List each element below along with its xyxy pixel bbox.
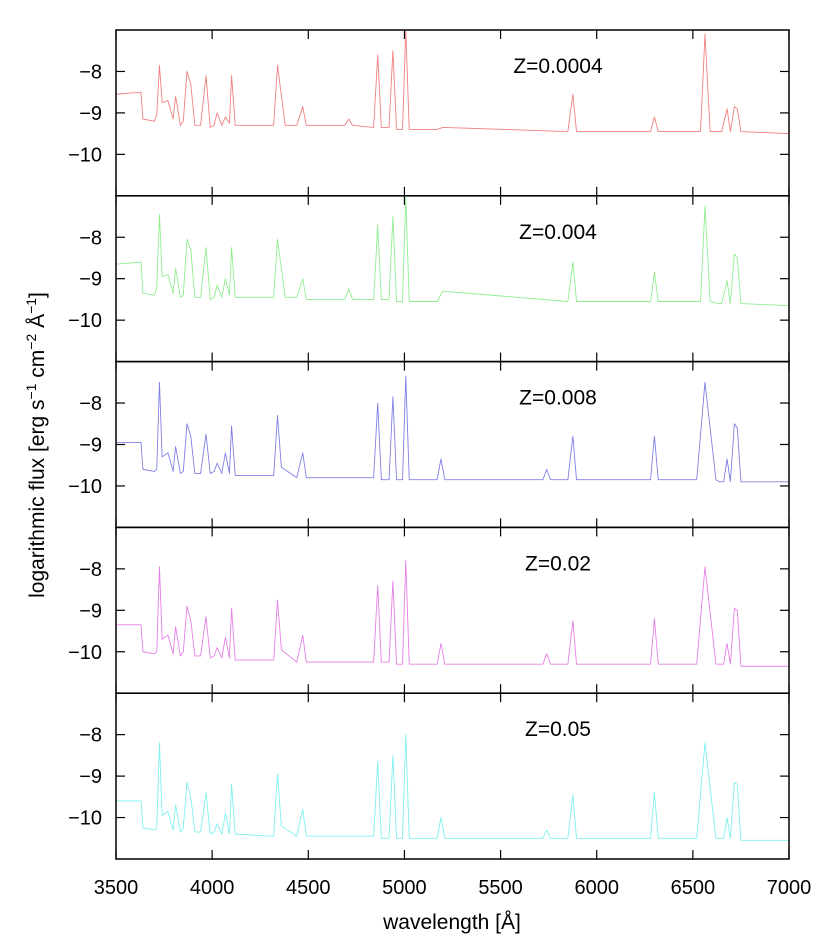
y-tick-label-4-2: −10: [68, 808, 102, 830]
y-tick-label-2-2: −10: [68, 476, 102, 498]
panel-label-3: Z=0.02: [525, 552, 591, 575]
y-tick-label-1-2: −10: [68, 310, 102, 332]
y-tick-label-2-0: −8: [79, 393, 102, 415]
panel-frame-4: [115, 692, 790, 860]
y-tick-label-3-0: −8: [79, 559, 102, 581]
x-tick-label-3: 5000: [382, 877, 427, 899]
y-tick-label-0-1: −9: [79, 103, 102, 125]
panel-3: −8 −9 −10 Z=0.02: [68, 526, 790, 694]
panels-group: −8 −9 −10 Z=0.0004 −8 −9 −10 Z=0.004 −8 −9 −10 Z=0.…: [68, 29, 790, 860]
y-tick-label-4-0: −8: [79, 725, 102, 747]
panel-0: −8 −9 −10 Z=0.0004: [68, 29, 790, 197]
x-tick-label-6: 6500: [671, 877, 716, 899]
panel-2: −8 −9 −10 Z=0.008: [68, 360, 790, 529]
y-tick-label-3-2: −10: [68, 642, 102, 664]
x-axis: 3500 4000 4500 5000 5500 6000 6500 7000: [94, 877, 812, 899]
x-tick-label-0: 3500: [94, 877, 139, 899]
panel-label-2: Z=0.008: [519, 387, 597, 410]
y-tick-label-2-1: −9: [79, 435, 102, 457]
x-axis-title: wavelength [Å]: [382, 911, 521, 934]
panel-frame-2: [115, 360, 790, 529]
spectrum-line-0: [116, 30, 789, 135]
spectrum-line-4: [116, 734, 789, 841]
spectrum-line-1: [116, 197, 789, 307]
y-tick-label-1-1: −9: [79, 269, 102, 291]
panel-frame-1: [115, 195, 790, 363]
panel-label-4: Z=0.05: [525, 718, 591, 741]
panel-label-0: Z=0.0004: [513, 55, 603, 78]
x-tick-label-5: 6000: [574, 877, 619, 899]
x-tick-label-4: 5500: [478, 877, 523, 899]
panel-1: −8 −9 −10 Z=0.004: [68, 195, 790, 363]
y-axis-title-part-5: −1: [23, 298, 39, 314]
y-tick-label-0-0: −8: [79, 61, 102, 83]
spectrum-line-3: [116, 560, 789, 667]
y-axis-title-part-3: −2: [23, 334, 39, 350]
x-tick-label-2: 4500: [286, 877, 331, 899]
y-axis-title-part-4: Å: [26, 314, 49, 334]
panel-4: −8 −9 −10 Z=0.05: [68, 692, 790, 860]
x-tick-label-7: 7000: [767, 877, 812, 899]
y-tick-label-0-2: −10: [68, 144, 102, 166]
y-axis-title-part-1: −1: [23, 383, 39, 399]
y-tick-label-1-0: −8: [79, 227, 102, 249]
y-axis-title: logarithmic flux [erg s−1 cm−2 Å−1]: [23, 292, 49, 598]
y-tick-label-3-1: −9: [79, 600, 102, 622]
y-axis-title-part-2: cm: [26, 350, 49, 384]
x-tick-label-1: 4000: [190, 877, 235, 899]
spectrum-line-2: [116, 375, 789, 483]
y-axis-title-part-6: ]: [26, 292, 49, 298]
panel-frame-3: [115, 526, 790, 694]
y-tick-label-4-1: −9: [79, 766, 102, 788]
panel-label-1: Z=0.004: [519, 221, 597, 244]
y-axis-title-part-0: logarithmic flux [erg s: [26, 400, 49, 598]
